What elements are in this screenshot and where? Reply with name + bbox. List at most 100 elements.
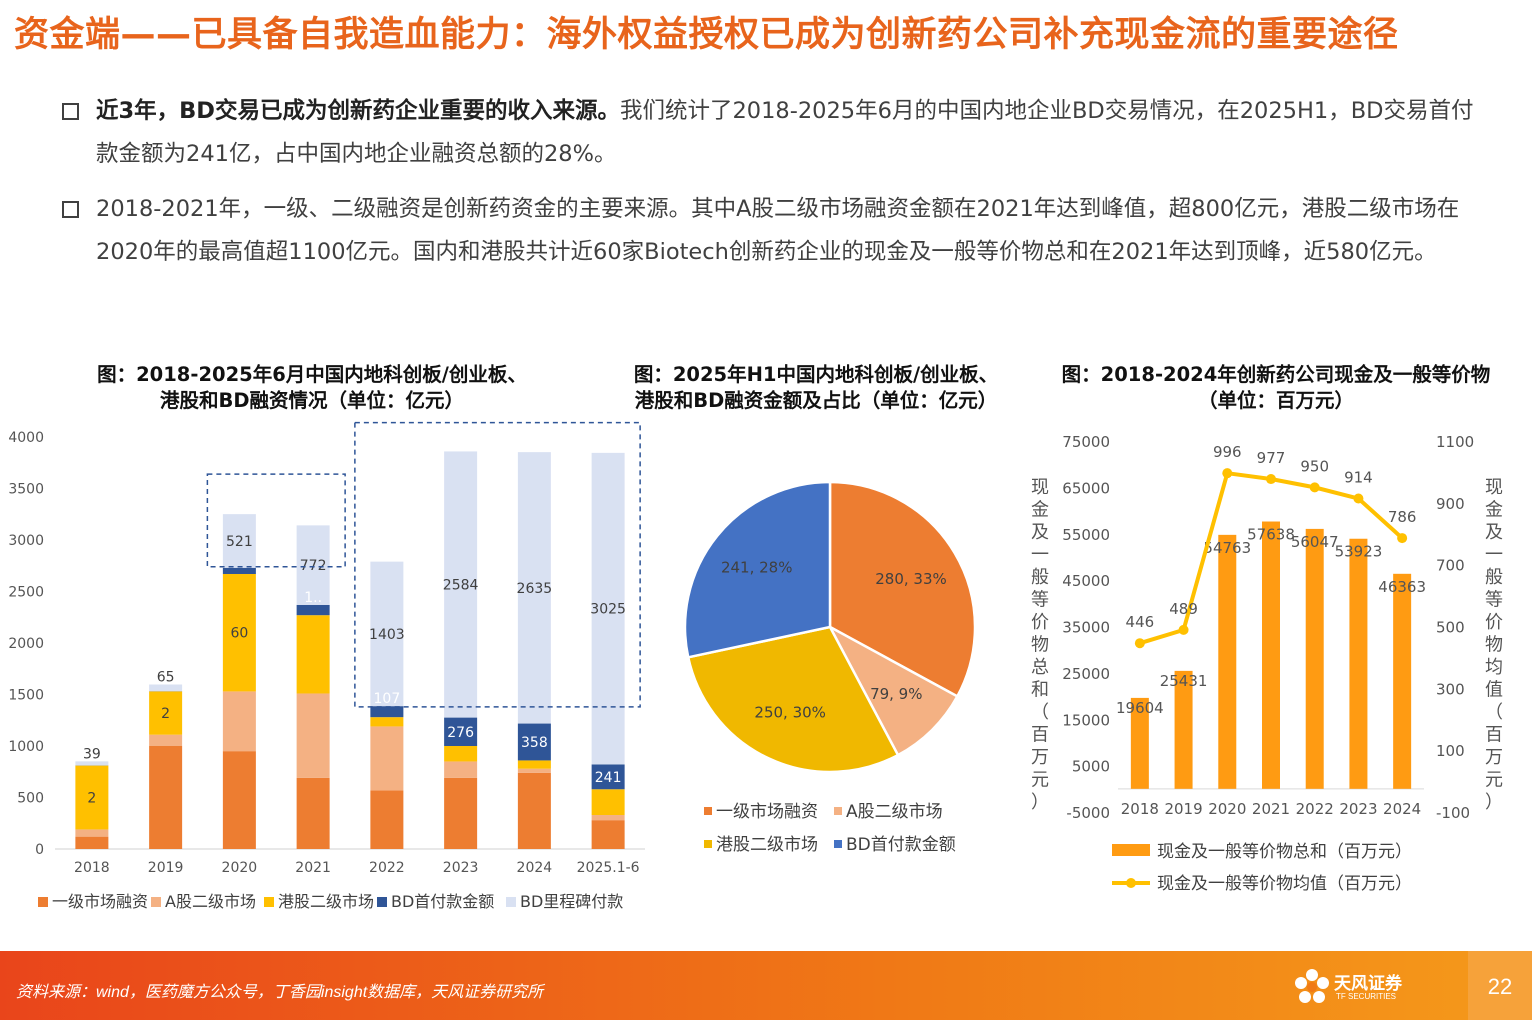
- bar-segment: [149, 735, 182, 746]
- bullet-1-bold: 近3年，BD交易已成为创新药企业重要的收入来源。: [96, 98, 620, 124]
- pie-label: 250, 30%: [754, 703, 826, 721]
- legend-swatch: [506, 897, 516, 907]
- bar-segment: [297, 693, 330, 777]
- legend-label: 港股二级市场: [716, 835, 818, 855]
- y-right-tick-label: 900: [1436, 495, 1465, 513]
- combo-bar-line-chart: -500050001500025000350004500055000650007…: [1020, 425, 1532, 900]
- bar-value-label: 54763: [1203, 539, 1251, 557]
- line-value-label: 950: [1300, 457, 1329, 475]
- data-label: 1403: [369, 627, 405, 643]
- data-label: 39: [83, 746, 101, 762]
- legend-swatch: [151, 897, 161, 907]
- y-right-axis-label: （: [1485, 702, 1503, 723]
- data-label: 2: [87, 791, 96, 807]
- legend-swatch-marker: [1126, 878, 1136, 888]
- flower-logo-icon: [1292, 967, 1332, 1007]
- y-left-axis-label: 等: [1031, 590, 1049, 611]
- data-label: 65: [157, 670, 175, 686]
- bar-segment: [149, 746, 182, 849]
- y-left-tick-label: 45000: [1062, 572, 1110, 590]
- y-right-tick-label: 700: [1436, 557, 1465, 575]
- y-left-tick-label: 15000: [1062, 711, 1110, 729]
- x-tick-label: 2021: [1252, 800, 1290, 818]
- legend-label: BD首付款金额: [846, 835, 956, 855]
- x-tick-label: 2025.1-6: [577, 860, 640, 876]
- bar-segment: [370, 790, 403, 849]
- bullet-square-icon: [62, 201, 79, 218]
- bar-segment: [592, 815, 625, 820]
- y-right-axis-label: 一: [1485, 545, 1503, 566]
- data-label: 107: [374, 691, 401, 707]
- data-label: 3025: [590, 602, 626, 618]
- y-right-tick-label: 1100: [1436, 433, 1474, 451]
- y-left-tick-label: 35000: [1062, 619, 1110, 637]
- bar-segment: [297, 605, 330, 615]
- chart1-title-line1: 图：2018-2025年6月中国内地科创板/创业板、: [62, 362, 562, 388]
- legend-label-line: 现金及一般等价物均值（百万元）: [1157, 874, 1412, 894]
- x-tick-label: 2018: [74, 860, 110, 876]
- y-left-axis-label: 价: [1031, 612, 1049, 633]
- y-left-axis-label: 般: [1031, 567, 1049, 588]
- bar: [1393, 574, 1411, 789]
- legend-swatch: [38, 897, 48, 907]
- bar-value-label: 53923: [1335, 543, 1383, 561]
- bar-segment: [444, 746, 477, 761]
- x-tick-label: 2019: [1164, 800, 1202, 818]
- y-right-axis-label: 值: [1485, 680, 1503, 701]
- data-label: 276: [447, 725, 474, 741]
- line-point: [1222, 468, 1232, 478]
- y-right-tick-label: 500: [1436, 619, 1465, 637]
- bullet-1: 近3年，BD交易已成为创新药企业重要的收入来源。我们统计了2018-2025年6…: [62, 90, 1482, 176]
- x-tick-label: 2018: [1121, 800, 1159, 818]
- line-point: [1179, 625, 1189, 635]
- data-label: 358: [521, 735, 548, 751]
- y-tick-label: 3500: [8, 482, 44, 498]
- bar-value-label: 56047: [1291, 533, 1339, 551]
- y-left-tick-label: -5000: [1066, 804, 1110, 822]
- x-tick-label: 2023: [443, 860, 479, 876]
- bar: [1262, 522, 1280, 789]
- legend-swatch: [704, 840, 712, 848]
- y-right-tick-label: 300: [1436, 680, 1465, 698]
- chart3-title-line1: 图：2018-2024年创新药公司现金及一般等价物: [1030, 362, 1522, 388]
- legend-swatch-bar: [1112, 844, 1150, 856]
- y-left-axis-label: 金: [1031, 500, 1049, 521]
- pie-label: 280, 33%: [875, 570, 947, 588]
- data-label: 521: [226, 534, 253, 550]
- y-tick-label: 2000: [8, 636, 44, 652]
- y-right-axis-label: ）: [1485, 792, 1503, 813]
- y-left-tick-label: 65000: [1062, 479, 1110, 497]
- legend-swatch: [704, 807, 712, 815]
- legend-label-bar: 现金及一般等价物总和（百万元）: [1157, 842, 1412, 862]
- line-point: [1135, 638, 1145, 648]
- bar: [1306, 529, 1324, 789]
- chart2-title-line1: 图：2025年H1中国内地科创板/创业板、: [596, 362, 1036, 388]
- y-right-tick-label: 100: [1436, 742, 1465, 760]
- bullet-square-icon: [62, 103, 79, 120]
- data-label: 2: [161, 706, 170, 722]
- y-left-tick-label: 5000: [1072, 758, 1110, 776]
- y-left-axis-label: 百: [1031, 725, 1049, 746]
- bar-segment: [592, 789, 625, 815]
- y-tick-label: 2500: [8, 585, 44, 601]
- line-value-label: 977: [1257, 449, 1286, 467]
- bar-value-label: 46363: [1378, 578, 1426, 596]
- line-point: [1310, 482, 1320, 492]
- x-tick-label: 2021: [295, 860, 331, 876]
- y-left-axis-label: 及: [1031, 522, 1049, 543]
- footer-bar: 资料来源：wind，医药魔方公众号，丁香园insight数据库，天风证券研究所 …: [0, 951, 1532, 1020]
- line-point: [1353, 494, 1363, 504]
- y-right-axis-label: 现: [1485, 477, 1503, 498]
- bar-segment: [223, 568, 256, 574]
- logo-text-cn: 天风证券: [1334, 969, 1402, 994]
- y-right-axis-label: 百: [1485, 725, 1503, 746]
- y-left-axis-label: 万: [1031, 747, 1049, 768]
- bar-segment: [297, 778, 330, 849]
- y-right-axis-label: 金: [1485, 500, 1503, 521]
- bar-segment: [370, 706, 403, 717]
- data-label: 1..: [304, 590, 322, 606]
- y-left-axis-label: ）: [1031, 792, 1049, 813]
- bar-value-label: 25431: [1160, 672, 1208, 690]
